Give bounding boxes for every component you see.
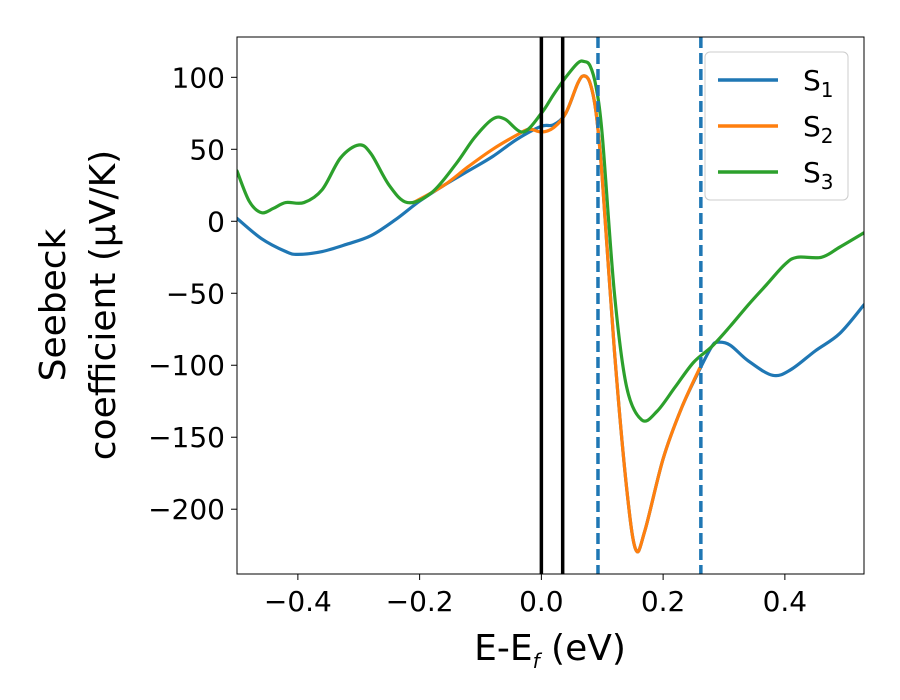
legend: S1 S2 S3 xyxy=(704,51,849,201)
y-axis-title: Seebeck coefficient (μV/K) xyxy=(33,150,124,460)
y-tick-label: −100 xyxy=(148,349,225,382)
x-tick-label: −0.2 xyxy=(386,585,454,618)
y-tick-label: −200 xyxy=(148,493,225,526)
y-axis-title-line1: Seebeck xyxy=(33,228,74,381)
y-tick-label: −150 xyxy=(148,421,225,454)
x-axis: −0.4 −0.2 0.0 0.2 0.4 xyxy=(264,574,807,618)
y-tick-label: 0 xyxy=(207,205,225,238)
x-tick-label: 0.0 xyxy=(519,585,564,618)
x-tick-label: 0.2 xyxy=(641,585,686,618)
y-tick-label: 50 xyxy=(189,133,225,166)
x-tick-label: −0.4 xyxy=(264,585,332,618)
legend-label-s1: S1 xyxy=(803,64,834,102)
series-line-s3 xyxy=(237,59,864,423)
y-tick-label: −50 xyxy=(166,277,225,310)
y-tick-label: 100 xyxy=(172,61,225,94)
x-tick-label: 0.4 xyxy=(763,585,808,618)
legend-label-s2: S2 xyxy=(803,110,834,148)
plot-area xyxy=(237,37,864,574)
legend-label-s3: S3 xyxy=(803,156,834,194)
x-axis-title: E-Ef (eV) xyxy=(474,628,626,673)
series-line-s2 xyxy=(411,74,702,554)
plot-frame xyxy=(236,36,865,575)
y-axis-title-line2: coefficient (μV/K) xyxy=(83,150,124,460)
y-axis: 100 50 0 −50 −100 −150 −200 xyxy=(148,61,237,526)
